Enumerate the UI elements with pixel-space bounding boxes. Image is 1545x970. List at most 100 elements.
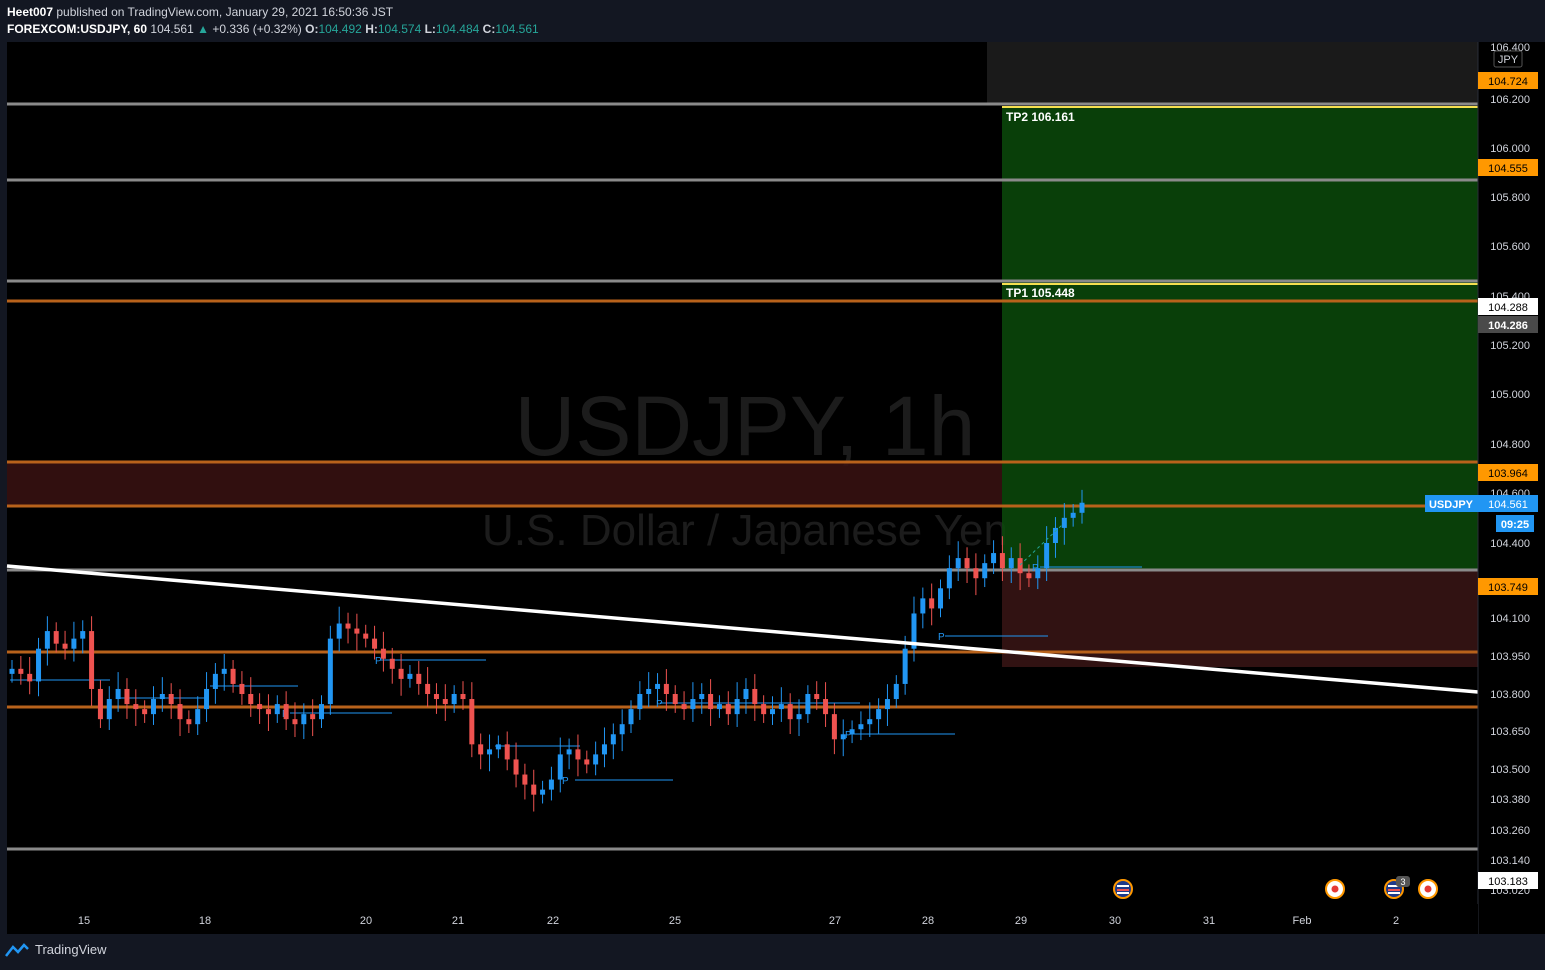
candle-body	[407, 673, 413, 679]
price-tags: 104.724 104.555 104.288 104.286 103.964 …	[1478, 72, 1538, 889]
candle-body	[646, 688, 652, 694]
candle-body	[442, 699, 448, 705]
us-flag-icon[interactable]	[1113, 879, 1133, 899]
time-tick-label: 25	[669, 915, 681, 927]
low-value: 104.484	[435, 22, 480, 36]
price-tick-label: 103.650	[1490, 726, 1530, 738]
candle-body	[540, 789, 546, 795]
candle-body	[593, 754, 599, 765]
candle-body	[327, 638, 333, 705]
candle-body	[62, 643, 68, 649]
event-count: 3	[1400, 877, 1405, 887]
candle-body	[80, 631, 86, 639]
candle-body	[531, 784, 537, 795]
candle-body	[345, 623, 351, 629]
candle-body	[991, 553, 997, 564]
price-tick-label: 103.950	[1490, 651, 1530, 663]
tradingview-logo[interactable]: TradingView	[5, 942, 107, 957]
countdown-value: 09:25	[1501, 519, 1529, 531]
candle-body	[248, 694, 254, 705]
candle-body	[964, 558, 970, 569]
candle-body	[239, 683, 245, 694]
pivot-marker: P	[562, 776, 569, 787]
candle-body	[584, 759, 590, 765]
candle-body	[973, 568, 979, 579]
candle-body	[743, 688, 749, 700]
candle-body	[619, 724, 625, 735]
candle-body	[221, 668, 227, 674]
candle-body	[195, 709, 201, 725]
candle-body	[336, 623, 342, 639]
last-price-symbol-tag	[1425, 495, 1478, 512]
candle-body	[938, 588, 944, 609]
brand-label: TradingView	[35, 942, 107, 957]
candle-body	[89, 631, 95, 689]
price-chart[interactable]: USDJPY, 1h U.S. Dollar / Japanese Yen TP…	[0, 0, 1545, 934]
up-arrow-icon: ▲	[197, 22, 210, 36]
candle-body	[982, 563, 988, 579]
candle-body	[451, 694, 457, 705]
pivot-marker: P	[845, 730, 852, 741]
time-tick-label: 18	[199, 915, 211, 927]
candle-body	[310, 714, 316, 720]
candle-body	[425, 683, 431, 694]
author-name[interactable]: Heet007	[7, 5, 54, 19]
chart-header: Heet007 published on TradingView.com, Ja…	[0, 0, 1545, 40]
price-tick-label: 103.800	[1490, 689, 1530, 701]
publish-info: Heet007 published on TradingView.com, Ja…	[7, 5, 393, 19]
price-tick-label: 103.140	[1490, 855, 1530, 867]
candle-body	[1044, 543, 1050, 569]
candle-body	[186, 719, 192, 725]
time-tick-label: 31	[1203, 915, 1215, 927]
candle-body	[946, 568, 952, 589]
candle-body	[44, 631, 50, 649]
candle-body	[672, 694, 678, 705]
time-tick-label: 30	[1109, 915, 1121, 927]
last-price-value: 104.561	[1488, 499, 1528, 511]
jp-flag-icon[interactable]	[1325, 879, 1345, 899]
candle-body	[319, 704, 325, 720]
trendline	[6, 564, 1479, 694]
tradingview-logo-icon	[5, 942, 29, 957]
currency-label: JPY	[1498, 54, 1519, 66]
time-axis[interactable]	[7, 904, 1478, 934]
candle-body	[389, 658, 395, 669]
time-tick-label: 29	[1015, 915, 1027, 927]
countdown-tag	[1496, 515, 1534, 532]
candle-body	[778, 704, 784, 710]
candle-body	[230, 668, 236, 684]
symbol-label[interactable]: FOREXCOM:USDJPY, 60	[7, 22, 148, 36]
last-price-tag	[1478, 495, 1538, 512]
candle-body	[18, 668, 24, 674]
price-tick-label: 103.500	[1490, 764, 1530, 776]
candle-body	[36, 648, 42, 682]
candle-body	[814, 694, 820, 700]
price-axis[interactable]	[1478, 42, 1545, 934]
candle-body	[487, 749, 493, 755]
candle-body	[398, 668, 404, 679]
candle-body	[663, 683, 669, 694]
header-shade	[987, 42, 1478, 104]
close-value: 104.561	[495, 22, 539, 36]
price-tag: 103.183	[1488, 876, 1528, 888]
candle-body	[27, 673, 33, 682]
candle-body	[893, 683, 899, 700]
candle-body	[1008, 558, 1014, 569]
event-icons[interactable]: 3	[1113, 876, 1438, 899]
candle-body	[1052, 527, 1058, 543]
currency-badge[interactable]	[1493, 50, 1523, 68]
candle-body	[106, 699, 112, 720]
candle-body	[999, 553, 1005, 569]
candle-body	[9, 668, 15, 674]
watermark-title: USDJPY, 1h	[515, 379, 976, 473]
candle-body	[681, 704, 687, 710]
watermark-subtitle: U.S. Dollar / Japanese Yen	[482, 506, 1008, 555]
jp-flag-icon[interactable]	[1418, 879, 1438, 899]
price-tick-label: 103.260	[1490, 825, 1530, 837]
candle-body	[504, 744, 510, 760]
candle-body	[265, 709, 271, 715]
candle-body	[876, 709, 882, 720]
horizontal-levels	[7, 102, 1478, 851]
candles	[9, 489, 1085, 812]
candle-body	[849, 729, 855, 735]
